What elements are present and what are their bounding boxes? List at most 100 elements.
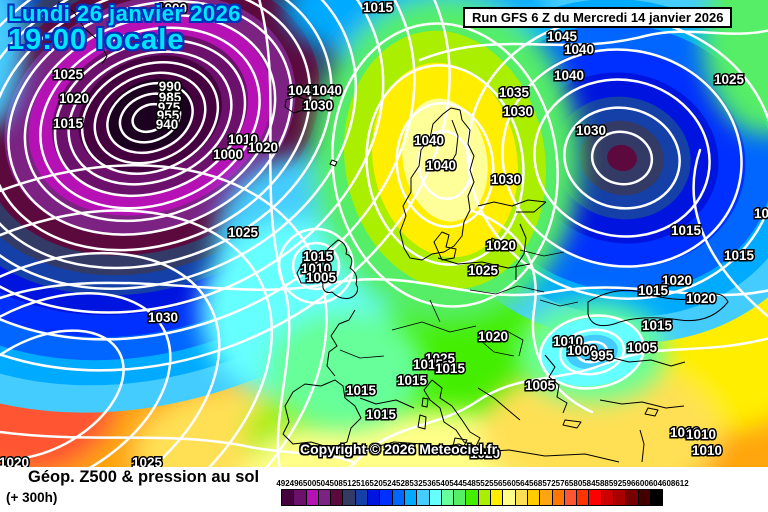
coastlines	[57, 1, 729, 463]
pressure-label: 1025	[425, 351, 456, 366]
scale-value: 512	[342, 479, 357, 488]
scale-swatch	[649, 489, 664, 506]
pressure-label: 1010	[692, 443, 722, 458]
pressure-label: 1045	[288, 83, 319, 98]
copyright-text: Copyright © 2026 Meteociel.fr	[300, 441, 498, 457]
chart-title: Géop. Z500 & pression au sol	[28, 468, 260, 486]
scale-value: 568	[529, 479, 543, 488]
pressure-label: 1020	[478, 329, 508, 344]
scale-swatch	[416, 489, 430, 506]
scale-swatch	[379, 489, 393, 506]
scale-swatch	[477, 489, 492, 506]
color-scale: 492 496 500 504 508 512 516 520 524 528 532 536 540 5…	[276, 479, 708, 511]
forecast-date: Lundi 26 janvier 2026	[8, 1, 242, 26]
scale-swatch	[526, 489, 541, 506]
scale-swatches	[281, 489, 664, 506]
pressure-label: 940	[156, 117, 179, 132]
scale-swatch	[539, 489, 553, 506]
scale-swatch	[600, 489, 615, 506]
pressure-label: 1015	[366, 407, 397, 422]
scale-swatch	[281, 489, 295, 506]
pressure-label: 1020	[59, 91, 89, 106]
scale-value: 556	[489, 479, 503, 488]
pressure-label: 985	[159, 90, 182, 105]
scale-value: 588	[595, 479, 609, 488]
scale-value: 576	[555, 479, 569, 488]
pressure-label: 955	[157, 108, 180, 123]
pressure-label: 1010	[686, 427, 716, 442]
scale-value: 596	[622, 479, 636, 488]
pressure-label: 1015	[346, 383, 377, 398]
pressure-label: 1015	[363, 0, 394, 15]
pressure-label: 1030	[303, 98, 333, 113]
forecast-hour: (+ 300h)	[6, 490, 58, 505]
scale-value: 496	[289, 479, 303, 488]
pressure-label: 1015	[638, 283, 669, 298]
pressure-label: 1015	[724, 248, 755, 263]
scale-swatch	[342, 489, 356, 506]
scale-value: 544	[449, 479, 463, 488]
model-run-box: Run GFS 6 Z du Mercredi 14 janvier 2026	[463, 7, 733, 28]
pressure-label: 1015	[397, 373, 428, 388]
pressure-label: 1030	[491, 172, 521, 187]
scale-value: 600	[635, 479, 649, 488]
scale-value: 580	[568, 479, 583, 488]
scale-swatch	[502, 489, 516, 506]
pressure-label: 1040	[564, 42, 594, 57]
pressure-label: 1005	[627, 340, 658, 355]
scale-value: 548	[462, 479, 476, 488]
pressure-label: 1020	[470, 446, 500, 461]
pressure-label: 1015	[303, 249, 334, 264]
pressure-label: 1010	[301, 261, 331, 276]
scale-value: 592	[608, 479, 623, 488]
scale-swatch	[490, 489, 504, 506]
scale-value: 552	[475, 479, 490, 488]
pressure-label: 1020	[0, 455, 29, 467]
scale-swatch	[637, 489, 651, 506]
pressure-label: 1000	[157, 1, 187, 16]
isobar-contours	[0, 0, 768, 467]
pressure-label: 1015	[435, 361, 466, 376]
pressure-label: 995	[591, 348, 614, 363]
scale-value: 564	[515, 479, 530, 488]
scale-value: 540	[435, 479, 450, 488]
scale-swatch	[354, 489, 369, 506]
scale-value: 508	[329, 479, 343, 488]
scale-value: 612	[675, 479, 689, 488]
pressure-label: 1040	[426, 158, 456, 173]
pressure-label: 1030	[148, 310, 178, 325]
pressure-label: 1025	[53, 67, 84, 82]
scale-value: 504	[316, 479, 330, 488]
pressure-label: 975	[158, 100, 181, 115]
scale-swatch	[453, 489, 467, 506]
scale-value: 532	[409, 479, 423, 488]
scale-value: 572	[542, 479, 556, 488]
scale-value: 524	[382, 479, 397, 488]
scale-swatch	[317, 489, 332, 506]
pressure-label: 1020	[662, 273, 692, 288]
scale-value: 492	[276, 479, 290, 488]
scale-value: 500	[302, 479, 317, 488]
footer-band: Géop. Z500 & pression au sol (+ 300h) 49…	[0, 467, 768, 512]
scale-value: 608	[662, 479, 676, 488]
scale-swatch	[576, 489, 590, 506]
scale-swatch	[403, 489, 418, 506]
pressure-label: 1015	[642, 318, 673, 333]
forecast-datetime: Lundi 26 janvier 2026 19:00 locale	[8, 2, 241, 56]
scale-swatch	[551, 489, 565, 506]
pressure-label: 1000	[567, 343, 597, 358]
pressure-label: 1035	[499, 85, 530, 100]
scale-swatch	[514, 489, 528, 506]
pressure-label: 1015	[413, 357, 444, 372]
scale-swatch	[428, 489, 442, 506]
scale-swatch	[588, 489, 602, 506]
scale-value: 604	[648, 479, 663, 488]
scale-value: 536	[422, 479, 436, 488]
scale-swatch	[367, 489, 381, 506]
scale-value: 560	[502, 479, 516, 488]
pressure-label: 1015	[754, 206, 768, 221]
scale-value: 520	[369, 479, 383, 488]
scale-value: 584	[582, 479, 596, 488]
scale-swatch	[391, 489, 405, 506]
aegean-low-rings	[540, 317, 644, 387]
